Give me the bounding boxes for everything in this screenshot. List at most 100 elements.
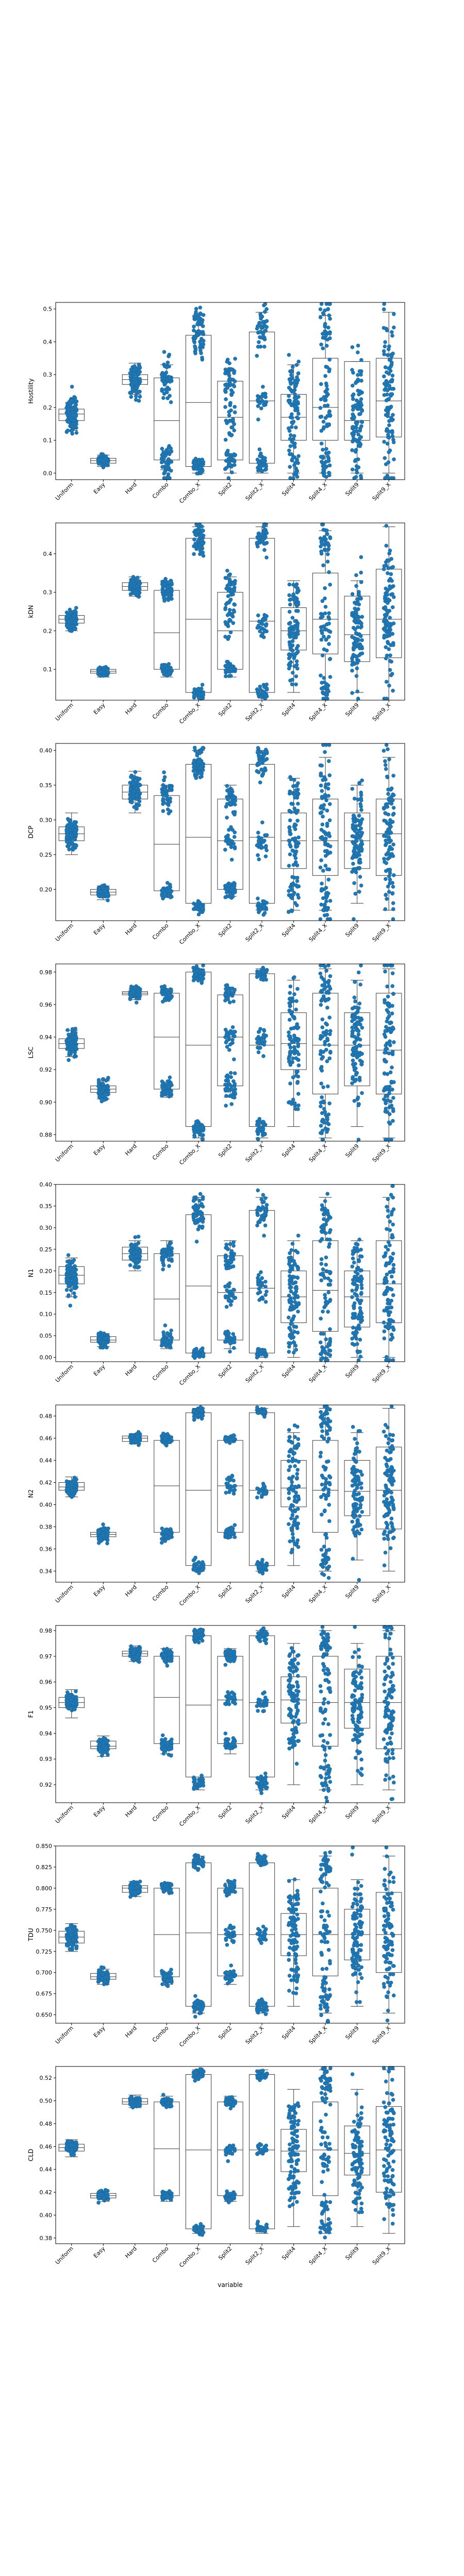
data-point [193, 456, 198, 461]
data-point [226, 624, 230, 629]
data-point [328, 583, 333, 587]
data-point [287, 582, 292, 587]
data-point [201, 528, 205, 533]
data-point [67, 1050, 72, 1055]
data-point [319, 975, 324, 979]
data-point [65, 428, 70, 433]
data-point [327, 979, 331, 983]
data-point [68, 611, 73, 616]
data-point [390, 820, 395, 824]
data-point [387, 829, 392, 833]
data-point [359, 621, 363, 625]
data-point [287, 626, 292, 631]
data-point [351, 825, 355, 829]
data-point [319, 858, 323, 862]
data-point [358, 802, 362, 806]
data-point [264, 467, 268, 471]
data-point [383, 605, 388, 609]
data-point [288, 996, 292, 1001]
data-point [260, 845, 264, 850]
data-point [295, 602, 299, 606]
data-point [327, 358, 332, 362]
data-point [387, 683, 391, 688]
data-point [167, 670, 171, 675]
y-axis-title: DCP [27, 826, 35, 839]
data-point [294, 999, 299, 1003]
data-point [134, 394, 138, 398]
data-point [135, 793, 139, 797]
data-point [70, 840, 74, 844]
data-point [353, 891, 358, 896]
data-point [230, 894, 235, 899]
data-point [324, 854, 328, 858]
data-point [160, 387, 164, 392]
data-point [288, 991, 292, 995]
data-point [262, 400, 267, 404]
data-point [320, 599, 325, 603]
data-point [384, 869, 388, 873]
data-point [288, 818, 292, 823]
data-point [318, 307, 323, 312]
data-point [387, 423, 391, 428]
data-point [353, 829, 357, 833]
y-tick-label: 0.4 [43, 338, 53, 345]
data-point [354, 1071, 359, 1075]
data-point [351, 1048, 355, 1052]
data-point [319, 889, 324, 893]
data-point [228, 401, 233, 406]
data-point [163, 381, 168, 385]
data-point [164, 794, 169, 798]
data-point [324, 628, 328, 632]
data-point [358, 875, 362, 879]
data-point [388, 659, 392, 663]
data-point [65, 616, 70, 621]
data-point [264, 555, 269, 560]
data-point [70, 1027, 75, 1031]
data-point [325, 391, 329, 395]
data-point [223, 848, 227, 852]
data-point [387, 1120, 391, 1125]
data-point [322, 624, 326, 629]
data-point [191, 965, 195, 970]
data-point [290, 421, 295, 426]
data-point [137, 399, 141, 403]
data-point [290, 416, 294, 420]
data-point [102, 1086, 106, 1091]
data-point [290, 682, 294, 687]
data-point [293, 795, 297, 800]
data-point [262, 1028, 266, 1032]
data-point [231, 458, 236, 462]
data-point [262, 528, 267, 532]
data-point [350, 1025, 355, 1030]
data-point [260, 622, 264, 626]
data-point [164, 365, 169, 369]
data-point [321, 454, 325, 459]
data-point [354, 468, 359, 472]
data-point [389, 404, 393, 409]
data-point [294, 840, 299, 844]
data-point [231, 582, 236, 586]
data-point [259, 325, 263, 329]
data-point [294, 1007, 299, 1012]
data-point [223, 607, 227, 612]
data-point [290, 412, 294, 416]
data-point [384, 819, 388, 823]
data-point [319, 1033, 323, 1038]
data-point [292, 875, 297, 880]
data-point [229, 800, 234, 804]
data-point [261, 332, 266, 336]
data-point [164, 390, 169, 395]
data-point [296, 1107, 300, 1111]
data-point [323, 1042, 327, 1046]
data-point [294, 1069, 299, 1074]
data-point [387, 1041, 392, 1046]
data-point [321, 528, 326, 532]
data-point [386, 851, 390, 855]
data-point [225, 784, 229, 788]
data-point [290, 425, 294, 429]
data-point [256, 404, 260, 409]
data-point [96, 1084, 101, 1088]
data-point [359, 1062, 363, 1066]
data-point [319, 810, 324, 815]
data-point [351, 834, 356, 839]
